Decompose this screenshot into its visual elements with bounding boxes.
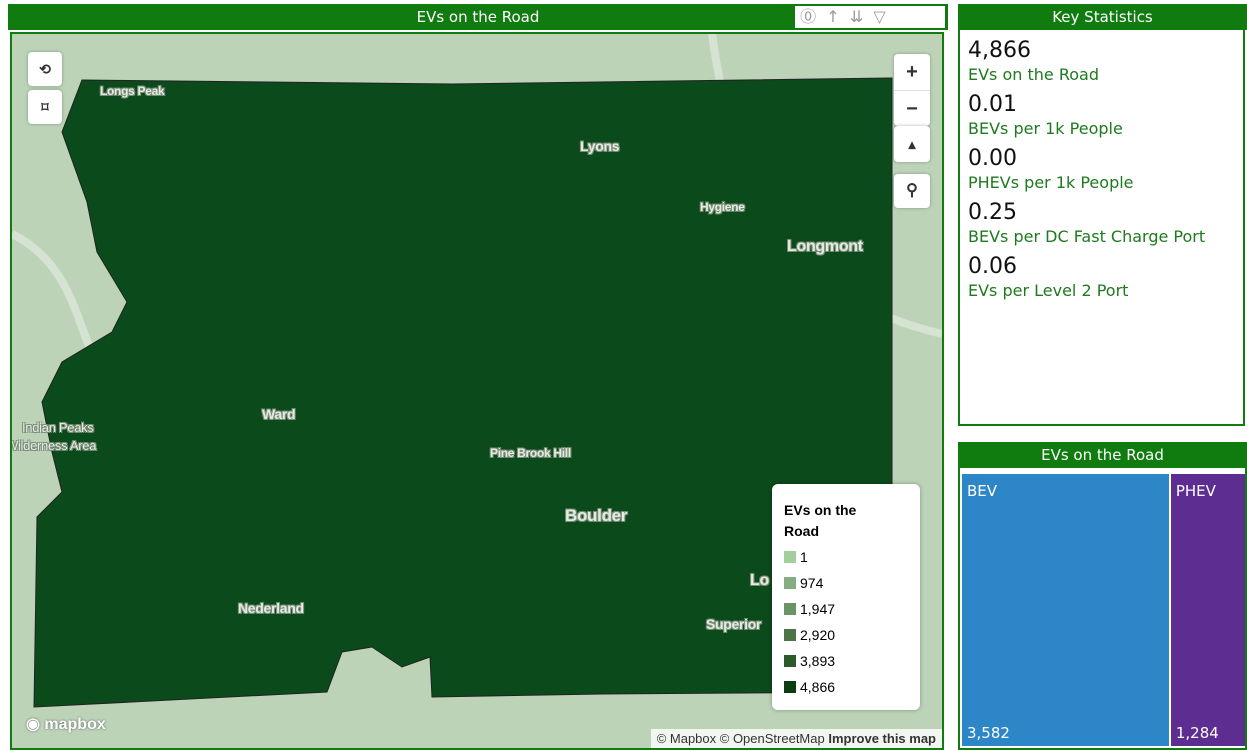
improve-link[interactable]: Improve this map (828, 731, 936, 746)
visual-icons[interactable]: ⓪ ↑ ⇊ ▽ (795, 6, 945, 28)
legend-item: 3,893 (784, 650, 920, 671)
legend-label: 4,866 (800, 678, 836, 695)
treemap-cell: PHEV 1,284 (1170, 474, 1245, 746)
zoom-controls: + − (894, 54, 930, 126)
legend: EVs on the Road 1 974 1,947 2,920 3,893 4,866 (772, 484, 920, 710)
legend-swatch (784, 550, 796, 563)
map-shapes (12, 34, 942, 708)
search-button[interactable]: ⚲ (894, 174, 930, 208)
stat-label: PHEVs per 1k People (968, 173, 1134, 192)
legend-label: 3,893 (800, 652, 836, 669)
place-label: Ward (262, 406, 296, 422)
legend-items: 1 974 1,947 2,920 3,893 4,866 (772, 546, 920, 697)
legend-item: 1,947 (784, 598, 920, 619)
legend-swatch (784, 576, 796, 589)
treemap-value: 3,582 (967, 724, 1010, 742)
place-label: Longs Peak (100, 84, 165, 98)
zoom-in[interactable]: + (906, 61, 918, 83)
stat-value: 0.06 (968, 254, 1017, 279)
treemap-header: EVs on the Road (958, 442, 1247, 468)
logo-text: mapbox (44, 716, 106, 733)
treemap-value: 1,284 (1175, 724, 1219, 742)
legend-label: 2,920 (800, 626, 836, 643)
legend-item: 4,866 (784, 676, 920, 697)
stat-value: 0.25 (968, 200, 1017, 225)
map-header: EVs on the Road (8, 4, 948, 30)
place-label: Wilderness Area (10, 438, 97, 453)
place-label: Superior (706, 616, 762, 632)
stat-value: 0.00 (968, 146, 1017, 171)
lasso-button[interactable]: ⟲ (28, 52, 62, 86)
stat-label: BEVs per 1k People (968, 119, 1123, 138)
place-label: Indian Peaks (22, 420, 94, 435)
legend-swatch (784, 628, 796, 641)
treemap: BEV 3,582 PHEV 1,284 (958, 468, 1247, 750)
stat-label: BEVs per DC Fast Charge Port (968, 227, 1206, 246)
place-label: Pine Brook Hill (490, 446, 571, 460)
legend-swatch (784, 680, 796, 693)
stats-box: 4,866 EVs on the Road 0.01 BEVs per 1k Peop… (958, 30, 1245, 426)
place-label: Boulder (565, 506, 628, 525)
place-label: Hygiene (700, 200, 745, 214)
stats-title: Key Statistics (1052, 8, 1153, 26)
attribution-text: © Mapbox © OpenStreetMap (656, 731, 825, 746)
legend-item: 2,920 (784, 624, 920, 645)
zoom-out[interactable]: − (894, 90, 930, 127)
treemap-category: BEV (967, 482, 998, 500)
mapbox-logo[interactable]: ◉ mapbox (26, 716, 106, 733)
map[interactable]: Longs Peak Lyons Hygiene Longmont Ward I… (10, 32, 944, 750)
stat-value: 0.01 (968, 92, 1017, 117)
stat-label: EVs on the Road (968, 65, 1099, 84)
legend-item: 974 (784, 572, 920, 593)
map-title: EVs on the Road (416, 8, 540, 26)
legend-label: 974 (800, 574, 824, 591)
legend-title: EVs on the Road (784, 502, 857, 539)
stat-label: EVs per Level 2 Port (968, 281, 1129, 300)
attribution: © Mapbox © OpenStreetMap Improve this ma… (650, 729, 942, 748)
stat-value: 4,866 (968, 38, 1031, 63)
select-button[interactable]: ⌑ (28, 90, 62, 124)
place-label: Nederland (238, 600, 304, 616)
treemap-category: PHEV (1175, 482, 1216, 500)
region[interactable] (33, 77, 893, 708)
legend-swatch (784, 654, 796, 667)
treemap-title: EVs on the Road (1041, 446, 1164, 464)
legend-swatch (784, 602, 796, 615)
legend-item: 1 (784, 546, 920, 567)
place-label: Lyons (580, 138, 620, 154)
stats-header: Key Statistics (958, 4, 1247, 30)
compass[interactable]: ▴ (894, 126, 930, 162)
legend-label: 1,947 (800, 600, 836, 617)
place-label: Lo (750, 572, 769, 589)
treemap-cell: BEV 3,582 (962, 474, 1169, 746)
place-label: Longmont (787, 238, 863, 255)
legend-label: 1 (800, 548, 808, 565)
